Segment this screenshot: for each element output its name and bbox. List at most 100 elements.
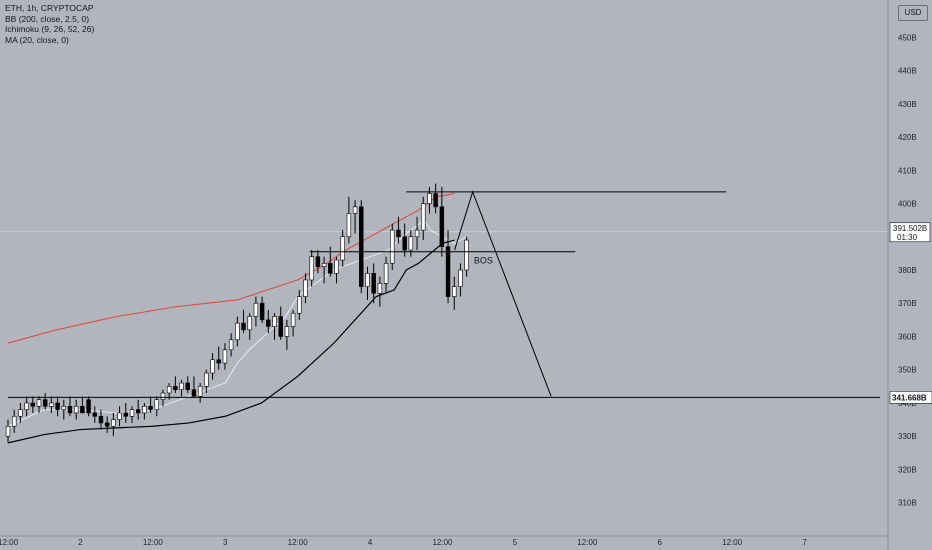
candle-body xyxy=(166,386,172,394)
candle xyxy=(278,306,283,340)
candle xyxy=(173,376,178,393)
candle xyxy=(421,196,426,241)
candle-body xyxy=(278,316,283,337)
candle-body xyxy=(427,193,432,204)
candle xyxy=(433,183,438,214)
candle-body xyxy=(396,229,401,238)
candle-body xyxy=(129,409,135,417)
candle xyxy=(98,409,104,430)
candle xyxy=(154,396,159,417)
ma-line xyxy=(7,239,455,444)
candle-body xyxy=(24,402,29,410)
candle xyxy=(452,276,457,310)
candle xyxy=(11,409,17,433)
candle xyxy=(80,396,85,414)
candle xyxy=(30,396,36,413)
candle-body xyxy=(179,382,184,390)
candle-body xyxy=(228,339,234,351)
candle xyxy=(334,256,339,284)
legend-ichimoku[interactable]: Ichimoku (9, 26, 52, 26) xyxy=(5,24,95,34)
x-tick-label: 12:00 xyxy=(0,538,19,547)
candle xyxy=(18,402,23,423)
currency-button[interactable]: USD xyxy=(898,5,928,21)
candle-body xyxy=(154,399,159,410)
candle-body xyxy=(204,372,209,387)
candle-body xyxy=(464,239,469,271)
candle xyxy=(427,186,432,214)
y-tick-label: 310B xyxy=(898,499,917,508)
candle xyxy=(24,396,29,417)
x-tick-label: 12:00 xyxy=(288,538,309,547)
candle xyxy=(241,309,246,334)
countdown-label: 01:30 xyxy=(897,233,918,242)
y-tick-label: 320B xyxy=(898,465,917,474)
candle xyxy=(191,376,197,397)
candle xyxy=(61,399,67,420)
y-tick-label: 370B xyxy=(898,299,917,308)
candle-body xyxy=(377,282,383,294)
candle-body xyxy=(185,382,190,390)
y-tick-label: 400B xyxy=(898,200,917,209)
candle xyxy=(402,223,407,257)
level-price-box xyxy=(889,391,932,404)
current-price-label: 391.502B xyxy=(893,224,927,233)
candle xyxy=(111,412,116,437)
candle xyxy=(185,376,190,393)
x-tick-label: 12:00 xyxy=(722,538,743,547)
candle-body xyxy=(303,279,308,297)
candle-body xyxy=(334,259,339,274)
candle xyxy=(86,396,91,417)
candle xyxy=(377,276,383,307)
candle xyxy=(222,343,228,370)
legend-symbol[interactable]: ETH, 1h, CRYPTOCAP xyxy=(5,3,94,13)
candle xyxy=(303,273,308,304)
candle-body xyxy=(390,229,395,264)
candle xyxy=(439,186,445,257)
candle xyxy=(390,223,395,270)
candle xyxy=(259,296,265,324)
x-tick-label: 2 xyxy=(78,538,83,547)
x-tick-label: 12:00 xyxy=(577,538,598,547)
candle xyxy=(49,396,54,413)
candle xyxy=(142,402,147,420)
level-price-label: 341.668B xyxy=(892,393,927,402)
candle-body xyxy=(315,256,321,267)
y-tick-label: 440B xyxy=(898,67,917,76)
candle xyxy=(123,402,128,423)
candle xyxy=(445,230,451,304)
candle xyxy=(253,296,259,327)
legend-ma[interactable]: MA (20, close, 0) xyxy=(5,34,69,45)
candle-body xyxy=(235,322,240,341)
candle xyxy=(228,333,234,357)
candle xyxy=(160,389,166,407)
candle xyxy=(148,396,153,413)
bos-annotation: BOS xyxy=(474,256,493,266)
candle xyxy=(42,393,48,410)
candle-body xyxy=(123,412,128,417)
candle xyxy=(204,369,209,393)
candle-body xyxy=(191,389,197,397)
candle-body xyxy=(11,415,17,427)
candle-body xyxy=(80,405,85,414)
candle-body xyxy=(352,206,358,214)
candle-body xyxy=(247,316,252,331)
candle xyxy=(284,319,290,350)
candle xyxy=(210,353,215,380)
candle xyxy=(346,196,352,244)
x-tick-label: 7 xyxy=(802,538,807,547)
candle xyxy=(36,396,42,413)
candle xyxy=(371,263,376,304)
candle-body xyxy=(18,409,23,417)
x-tick-label: 3 xyxy=(223,538,228,547)
candle-body xyxy=(266,319,271,327)
y-tick-label: 450B xyxy=(898,33,917,42)
candle-body xyxy=(210,359,215,374)
candle-body xyxy=(309,256,314,281)
candle-body xyxy=(55,402,60,410)
legend-bb[interactable]: BB (200, close, 2.5, 0) xyxy=(5,13,90,24)
candle xyxy=(216,346,221,370)
candle-body xyxy=(439,206,445,248)
candle-body xyxy=(408,236,414,251)
candle xyxy=(408,230,414,257)
